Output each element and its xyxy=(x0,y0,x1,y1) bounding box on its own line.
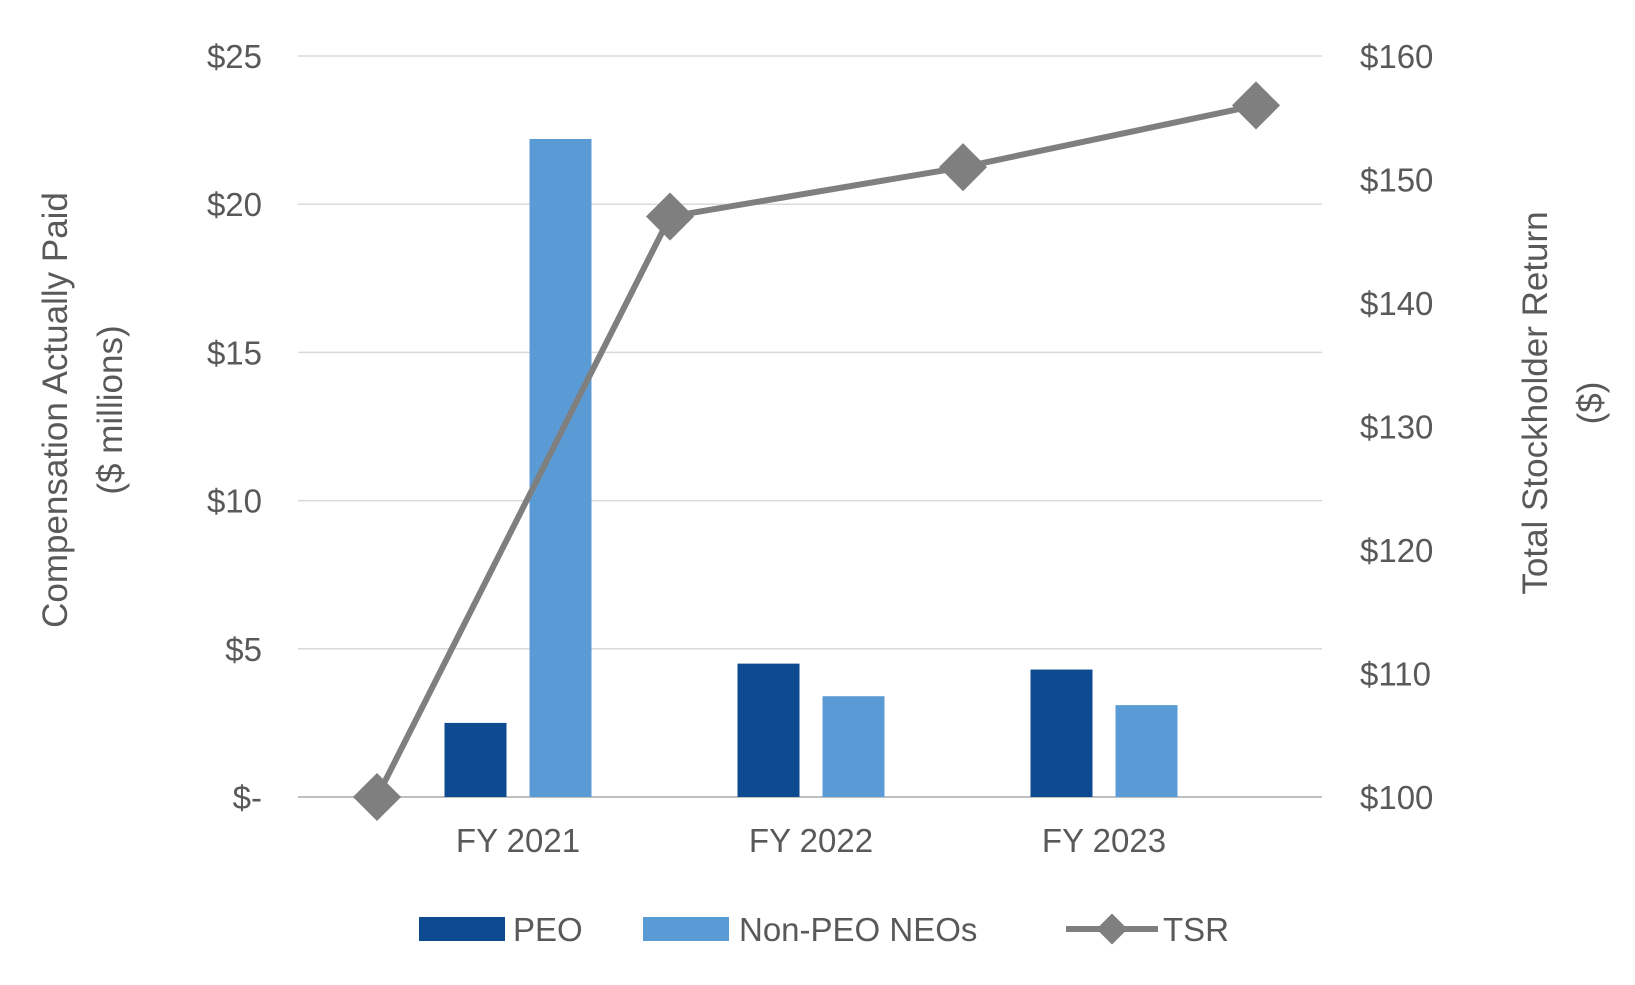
bar-non-peo-neos-0 xyxy=(529,138,592,797)
right-axis-ticks: $100 $110 $120 $130 $140 $150 $160 xyxy=(1360,38,1433,816)
legend-label-tsr: TSR xyxy=(1163,911,1229,948)
right-tick-label: $110 xyxy=(1360,656,1431,693)
left-tick-label: $10 xyxy=(207,483,262,520)
left-tick-label: $5 xyxy=(225,631,262,668)
legend-swatch-non-peo xyxy=(643,917,729,941)
x-tick-label: FY 2021 xyxy=(456,822,580,859)
tsr-point-1 xyxy=(645,192,695,241)
left-tick-label: $25 xyxy=(207,38,262,75)
bar-peo-0 xyxy=(444,722,507,797)
tsr-point-2 xyxy=(938,143,988,192)
left-tick-label: $- xyxy=(233,779,262,816)
right-tick-label: $160 xyxy=(1360,38,1433,75)
legend-label-peo: PEO xyxy=(513,911,583,948)
bar-non-peo-neos-1 xyxy=(822,696,885,797)
tsr-point-0 xyxy=(352,772,402,822)
legend-swatch-tsr-marker xyxy=(1096,913,1128,945)
tsr-line xyxy=(374,102,1257,799)
bar-peo-2 xyxy=(1030,669,1093,797)
bar-non-peo-neos-2 xyxy=(1115,705,1178,797)
right-tick-label: $150 xyxy=(1360,162,1433,199)
left-axis-title-line2: ($ millions) xyxy=(91,325,130,494)
left-axis-ticks: $- $5 $10 $15 $20 $25 xyxy=(207,38,262,816)
tsr-point-3 xyxy=(1231,81,1281,130)
right-tick-label: $140 xyxy=(1360,285,1433,322)
legend-swatch-peo xyxy=(419,917,505,941)
bar-peo-1 xyxy=(737,663,800,797)
right-axis-title-line2: ($) xyxy=(1571,382,1610,425)
left-axis-title-line1: Compensation Actually Paid xyxy=(36,192,75,628)
gridlines xyxy=(298,55,1322,798)
left-tick-label: $20 xyxy=(207,186,262,223)
left-tick-label: $15 xyxy=(207,334,262,371)
legend-label-non-peo: Non-PEO NEOs xyxy=(739,911,977,948)
right-tick-label: $120 xyxy=(1360,532,1433,569)
right-tick-label: $100 xyxy=(1360,779,1433,816)
right-axis-title-line1: Total Stockholder Return xyxy=(1516,211,1555,594)
legend: PEO Non-PEO NEOs TSR xyxy=(419,911,1229,948)
x-tick-label: FY 2022 xyxy=(749,822,873,859)
right-tick-label: $130 xyxy=(1360,409,1433,446)
bars xyxy=(444,138,1178,797)
x-tick-label: FY 2023 xyxy=(1042,822,1166,859)
x-axis-ticks: FY 2021 FY 2022 FY 2023 xyxy=(456,822,1166,859)
